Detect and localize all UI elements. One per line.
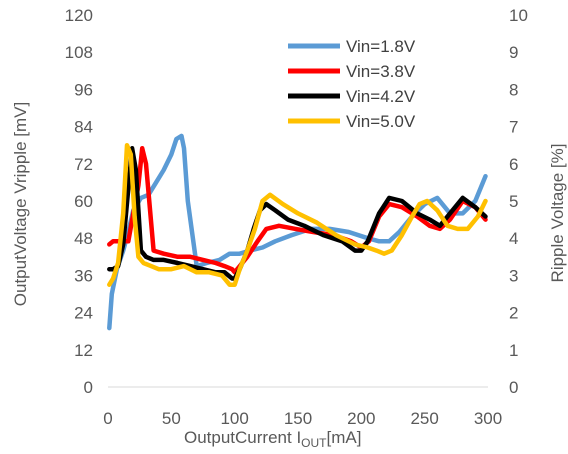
x-axis-title-unit: [mA] [327,428,362,447]
legend-label-0: Vin=1.8V [346,37,416,56]
left-y-tick-3: 36 [74,266,93,285]
right-y-tick-9: 9 [509,43,518,62]
right-y-tick-4: 4 [509,229,518,248]
x-tick-1: 50 [162,409,181,428]
left-y-tick-9: 108 [65,43,93,62]
x-tick-3: 150 [284,409,312,428]
left-y-tick-2: 24 [74,304,93,323]
right-y-tick-6: 6 [509,155,518,174]
left-y-tick-8: 96 [74,80,93,99]
legend-label-2: Vin=4.2V [346,87,416,106]
series-lines [107,133,488,331]
x-axis-title-subscript: OUT [301,436,327,450]
x-axis-title-main: OutputCurrent I [184,428,301,447]
right-y-tick-0: 0 [509,378,518,397]
left-y-tick-1: 12 [74,341,93,360]
right-y-tick-2: 2 [509,304,518,323]
left-y-tick-0: 0 [84,378,93,397]
right-y-tick-labels: 0 1 2 3 4 5 6 7 8 9 10 [509,6,528,397]
x-tick-2: 100 [220,409,248,428]
x-tick-labels: 0 50 100 150 200 250 300 [103,409,502,428]
right-y-tick-1: 1 [509,341,518,360]
series-line-3 [107,142,488,287]
legend-label-3: Vin=5.0V [346,112,416,131]
x-tick-0: 0 [103,409,112,428]
legend-label-1: Vin=3.8V [346,62,416,81]
right-y-tick-3: 3 [509,266,518,285]
right-y-tick-10: 10 [509,6,528,25]
left-y-tick-7: 84 [74,118,93,137]
left-y-tick-6: 72 [74,155,93,174]
right-y-tick-5: 5 [509,192,518,211]
right-y-tick-7: 7 [509,118,518,137]
x-tick-6: 300 [474,409,502,428]
left-y-tick-labels: 0 12 24 36 48 60 72 84 96 108 120 [65,6,93,397]
x-tick-5: 250 [410,409,438,428]
right-y-tick-8: 8 [509,80,518,99]
x-tick-4: 200 [347,409,375,428]
x-axis-title: OutputCurrent IOUT[mA] [184,428,361,450]
left-y-tick-5: 60 [74,192,93,211]
legend: Vin=1.8V Vin=3.8V Vin=4.2V Vin=5.0V [288,37,416,131]
left-y-tick-4: 48 [74,229,93,248]
left-y-axis-title: OutputVoltage Vripple [mV] [11,102,30,306]
left-y-tick-10: 120 [65,6,93,25]
series-line-0 [107,133,488,331]
right-y-axis-title: Ripple Voltage [%] [548,144,567,283]
